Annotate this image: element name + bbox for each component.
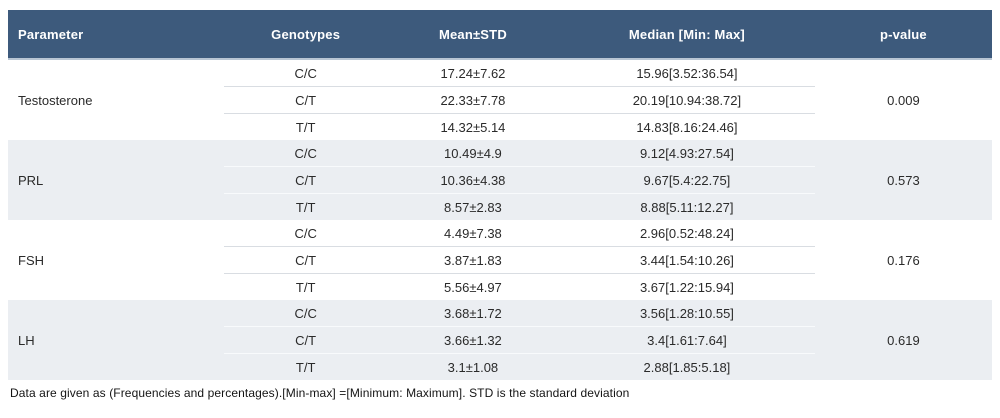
p-value-cell: 0.619 bbox=[887, 332, 920, 348]
genotype-cell: C/C bbox=[294, 65, 317, 81]
median-cell: 2.96[0.52:48.24] bbox=[639, 225, 734, 241]
p-value-cell: 0.176 bbox=[887, 252, 920, 268]
mean-std-cell: 3.1±1.08 bbox=[386, 353, 560, 380]
mean-std-cell: 5.56±4.97 bbox=[386, 273, 560, 300]
table-row: C/T 10.36±4.38 9.67[5.4:22.75] bbox=[8, 166, 992, 194]
median-cell: 2.88[1.85:5.18] bbox=[559, 353, 815, 380]
median-cell: 8.88[5.11:12.27] bbox=[559, 193, 815, 220]
p-value-cell: 0.009 bbox=[887, 92, 920, 108]
table-row: C/T 22.33±7.78 20.19[10.94:38.72] bbox=[8, 86, 992, 114]
mean-std-cell: 8.57±2.83 bbox=[386, 193, 560, 220]
genotype-hormone-table: Parameter Genotypes Mean±STD Median [Min… bbox=[8, 10, 992, 380]
header-mean-std: Mean±STD bbox=[386, 10, 560, 60]
median-cell: 9.67[5.4:22.75] bbox=[559, 166, 815, 194]
parameter-label: Testosterone bbox=[18, 92, 93, 108]
header-p-value: p-value bbox=[814, 10, 992, 60]
table-row: T/T 8.57±2.83 8.88[5.11:12.27] bbox=[8, 193, 992, 220]
genotype-cell: C/C bbox=[294, 225, 317, 241]
genotype-cell: C/T bbox=[224, 246, 387, 274]
genotype-cell: T/T bbox=[224, 113, 387, 140]
genotype-cell: T/T bbox=[224, 193, 387, 220]
genotype-cell: C/C bbox=[294, 305, 317, 321]
median-cell: 14.83[8.16:24.46] bbox=[559, 113, 815, 140]
median-cell: 3.4[1.61:7.64] bbox=[559, 326, 815, 354]
header-median: Median [Min: Max] bbox=[559, 10, 815, 60]
mean-std-cell: 10.36±4.38 bbox=[386, 166, 560, 194]
genotype-cell: T/T bbox=[224, 273, 387, 300]
mean-std-cell: 14.32±5.14 bbox=[386, 113, 560, 140]
median-cell: 3.67[1.22:15.94] bbox=[559, 273, 815, 300]
table-footnote: Data are given as (Frequencies and perce… bbox=[10, 386, 630, 400]
genotype-cell: C/T bbox=[224, 86, 387, 114]
mean-std-cell: 3.66±1.32 bbox=[386, 326, 560, 354]
header-parameter: Parameter bbox=[8, 10, 225, 60]
mean-std-cell: 4.49±7.38 bbox=[444, 225, 502, 241]
mean-std-cell: 3.68±1.72 bbox=[444, 305, 502, 321]
genotype-cell: T/T bbox=[224, 353, 387, 380]
p-value-cell: 0.573 bbox=[887, 172, 920, 188]
group-testosterone: Testosterone C/C 17.24±7.62 15.96[3.52:3… bbox=[8, 59, 992, 140]
parameter-label: PRL bbox=[18, 172, 44, 188]
table-row: Testosterone C/C 17.24±7.62 15.96[3.52:3… bbox=[8, 59, 992, 108]
table-row: LH C/C 3.68±1.72 3.56[1.28:10.55] 0.619 bbox=[8, 300, 992, 348]
median-cell: 20.19[10.94:38.72] bbox=[559, 86, 815, 114]
parameter-label: LH bbox=[18, 332, 35, 348]
mean-std-cell: 22.33±7.78 bbox=[386, 86, 560, 114]
table-row: T/T 5.56±4.97 3.67[1.22:15.94] bbox=[8, 273, 992, 300]
genotype-cell: C/T bbox=[224, 326, 387, 354]
header-genotypes: Genotypes bbox=[224, 10, 387, 60]
table-row: PRL C/C 10.49±4.9 9.12[4.93:27.54] 0.573 bbox=[8, 140, 992, 188]
median-cell: 9.12[4.93:27.54] bbox=[639, 145, 734, 161]
median-cell: 3.44[1.54:10.26] bbox=[559, 246, 815, 274]
mean-std-cell: 3.87±1.83 bbox=[386, 246, 560, 274]
group-prl: PRL C/C 10.49±4.9 9.12[4.93:27.54] 0.573… bbox=[8, 140, 992, 220]
genotype-cell: C/C bbox=[294, 145, 317, 161]
mean-std-cell: 10.49±4.9 bbox=[444, 145, 502, 161]
median-cell: 15.96[3.52:36.54] bbox=[636, 65, 738, 81]
group-lh: LH C/C 3.68±1.72 3.56[1.28:10.55] 0.619 … bbox=[8, 300, 992, 380]
header-row: Parameter Genotypes Mean±STD Median [Min… bbox=[8, 10, 992, 60]
table-row: FSH C/C 4.49±7.38 2.96[0.52:48.24] 0.176 bbox=[8, 220, 992, 268]
genotype-cell: C/T bbox=[224, 166, 387, 194]
table-header: Parameter Genotypes Mean±STD Median [Min… bbox=[8, 10, 992, 60]
table-row: T/T 3.1±1.08 2.88[1.85:5.18] bbox=[8, 353, 992, 380]
parameter-label: FSH bbox=[18, 252, 44, 268]
group-fsh: FSH C/C 4.49±7.38 2.96[0.52:48.24] 0.176… bbox=[8, 220, 992, 300]
table-row: C/T 3.87±1.83 3.44[1.54:10.26] bbox=[8, 246, 992, 274]
table-row: T/T 14.32±5.14 14.83[8.16:24.46] bbox=[8, 113, 992, 140]
table-row: C/T 3.66±1.32 3.4[1.61:7.64] bbox=[8, 326, 992, 354]
median-cell: 3.56[1.28:10.55] bbox=[639, 305, 734, 321]
mean-std-cell: 17.24±7.62 bbox=[440, 65, 506, 81]
